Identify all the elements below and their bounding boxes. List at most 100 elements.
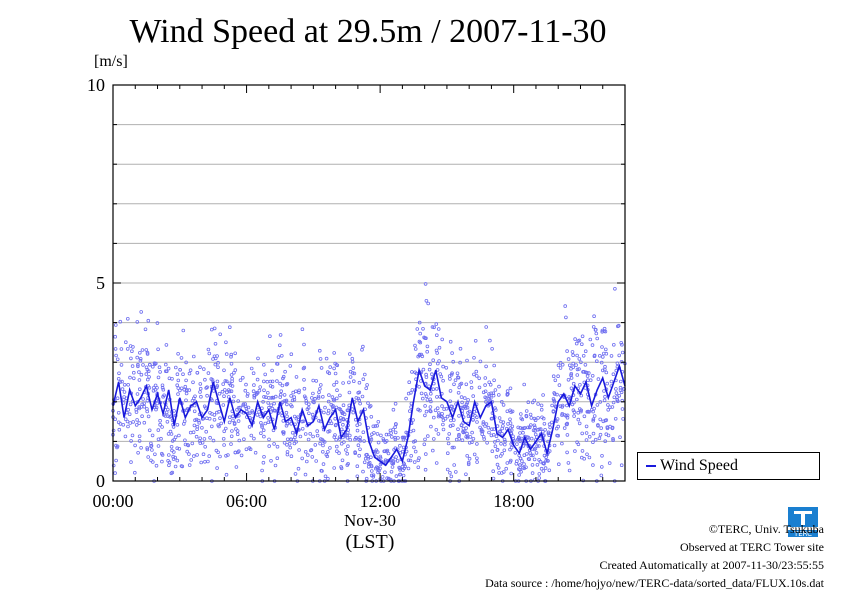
observation-point <box>425 434 430 438</box>
observation-point <box>575 373 580 377</box>
observation-point <box>351 366 356 370</box>
observation-point <box>404 396 408 401</box>
tick-labels: 0 5 10 00:00 06:00 12:00 18:00 <box>87 75 534 511</box>
observation-point <box>120 379 124 384</box>
observation-point <box>182 422 186 426</box>
observation-point <box>275 361 279 366</box>
observation-point <box>119 347 124 351</box>
observation-point <box>221 436 226 441</box>
observation-point <box>497 416 502 420</box>
observation-point <box>453 470 458 474</box>
observation-point <box>543 466 548 470</box>
observation-point <box>611 372 616 377</box>
observation-point <box>518 456 523 461</box>
observation-point <box>481 422 486 426</box>
observation-point <box>554 426 559 431</box>
observation-point <box>472 452 477 457</box>
observation-point <box>582 414 587 419</box>
observation-point <box>563 304 567 308</box>
observation-point <box>140 348 145 352</box>
observation-point <box>600 345 604 349</box>
observation-point <box>595 403 600 407</box>
observation-point <box>147 385 152 390</box>
observation-point <box>492 378 496 383</box>
observation-point <box>432 325 436 330</box>
observation-point <box>230 384 235 388</box>
observation-point <box>239 453 244 458</box>
observation-point <box>272 442 276 446</box>
observation-point <box>599 473 604 478</box>
observation-point <box>606 403 610 407</box>
observation-point <box>445 436 450 441</box>
observation-point <box>258 414 263 419</box>
observation-point <box>302 342 306 347</box>
observation-point <box>117 371 121 376</box>
observation-point <box>361 344 365 349</box>
observation-point <box>144 372 149 376</box>
observation-point <box>233 351 238 356</box>
observation-point <box>586 409 590 414</box>
observation-point <box>218 332 223 337</box>
observation-point <box>466 414 471 419</box>
observation-point <box>303 449 308 454</box>
observation-point <box>434 348 439 353</box>
observation-point <box>380 475 385 479</box>
observation-point <box>138 387 142 392</box>
observation-point <box>146 377 150 382</box>
observation-point <box>258 385 263 389</box>
observation-point <box>279 353 284 358</box>
observation-point <box>460 438 465 443</box>
observation-point <box>539 407 544 412</box>
observation-point <box>320 437 324 442</box>
x-tick-label: 12:00 <box>360 491 401 511</box>
observation-point <box>385 476 389 481</box>
observation-point <box>591 440 595 445</box>
observation-point <box>475 442 479 446</box>
observation-point <box>598 432 603 437</box>
observation-point <box>533 446 538 451</box>
observation-point <box>303 472 308 477</box>
observation-point <box>249 366 254 371</box>
observation-point <box>158 422 162 427</box>
observation-point <box>337 451 341 455</box>
observation-point <box>214 401 219 405</box>
observation-point <box>535 462 540 467</box>
observation-point <box>332 383 336 387</box>
observation-point <box>580 334 585 339</box>
observation-point <box>282 393 287 397</box>
observation-point <box>328 365 333 369</box>
observation-point <box>192 409 197 414</box>
observation-point <box>203 459 207 464</box>
observation-point <box>551 409 556 414</box>
observation-point <box>234 465 239 469</box>
observation-point <box>477 385 482 390</box>
observation-point <box>530 471 535 475</box>
x-axis-date-label: Nov-30 <box>344 511 396 530</box>
observation-point <box>413 343 417 348</box>
observation-point <box>314 459 319 463</box>
observation-point <box>194 434 199 439</box>
observation-point <box>165 419 170 424</box>
observation-point <box>467 456 472 461</box>
observation-point <box>393 401 398 406</box>
observation-point <box>411 418 415 422</box>
observation-point <box>450 351 454 355</box>
observation-point <box>594 331 599 336</box>
observation-point <box>219 421 224 426</box>
observation-point <box>597 436 602 441</box>
observation-point <box>328 446 332 450</box>
observation-point <box>300 456 305 461</box>
legend-label: Wind Speed <box>660 457 739 474</box>
observation-point <box>357 422 362 426</box>
observation-point <box>393 437 398 442</box>
observation-point <box>308 431 313 436</box>
observation-point <box>253 450 258 455</box>
observation-point <box>470 430 474 435</box>
observation-point <box>167 453 171 457</box>
observation-point <box>367 460 372 465</box>
observation-point <box>287 441 292 446</box>
observation-point <box>475 420 479 424</box>
observation-point <box>334 380 339 385</box>
observation-point <box>368 404 373 408</box>
observation-point <box>615 398 619 402</box>
